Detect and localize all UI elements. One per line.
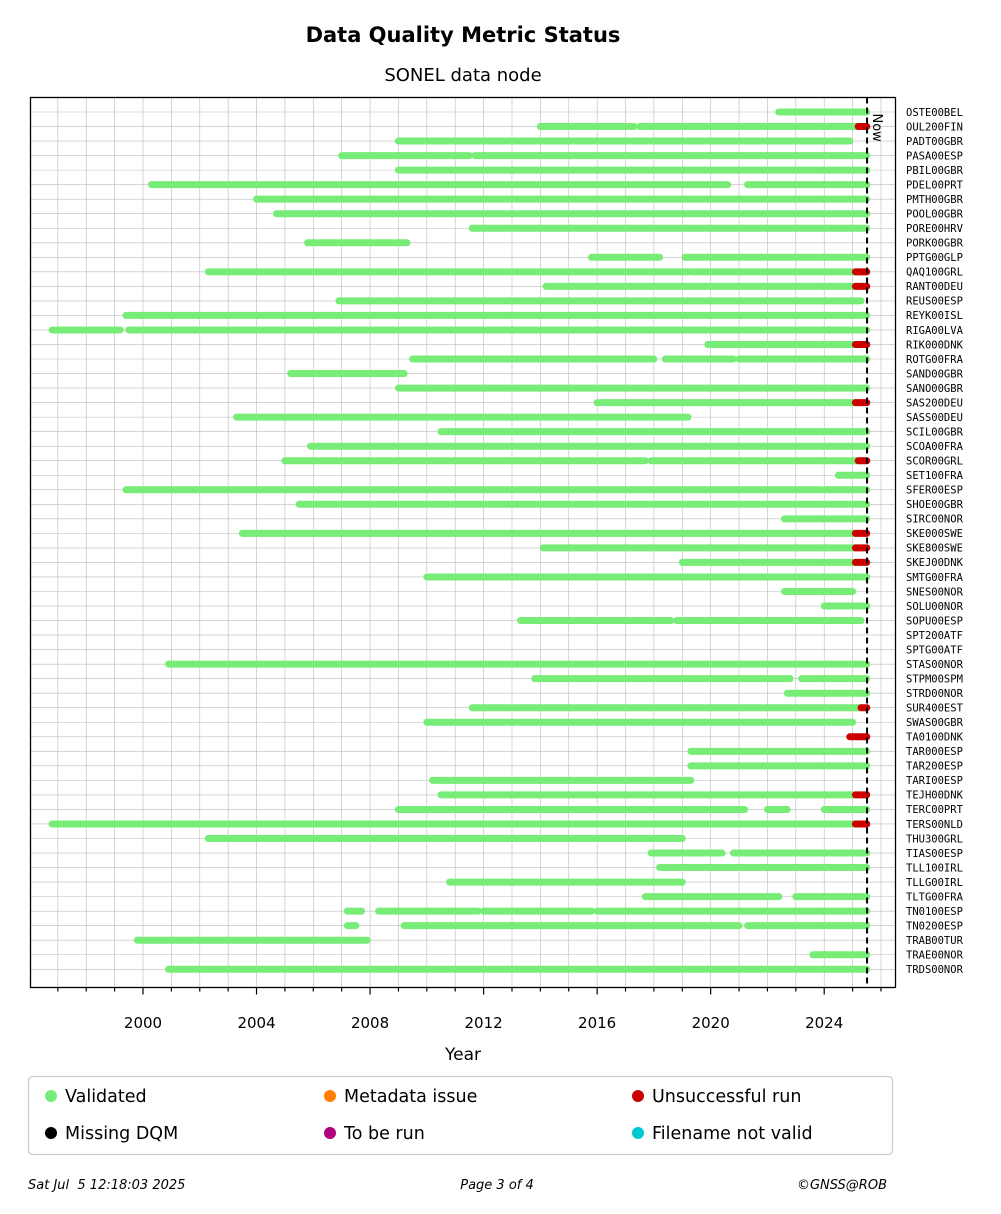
legend-marker-filename: [632, 1127, 644, 1139]
station-label: TEJH00DNK: [906, 790, 964, 802]
station-label: SKE800SWE: [906, 543, 963, 555]
legend-label-toberun: To be run: [343, 1124, 425, 1144]
station-label: TLL100IRL: [906, 862, 963, 874]
station-label: SAND00GBR: [906, 368, 964, 380]
legend-box: [27, 1075, 894, 1156]
x-tick-label: 2000: [124, 1014, 162, 1032]
station-label: QAQ100GRL: [906, 267, 963, 279]
station-label: TERS00NLD: [906, 819, 963, 831]
station-label: PORK00GBR: [906, 238, 964, 250]
station-label: SET100FRA: [906, 470, 964, 482]
x-tick-label: 2012: [465, 1014, 503, 1032]
legend-marker-missing: [45, 1127, 57, 1139]
footer-page: Page 3 of 4: [460, 1178, 534, 1193]
station-label: SMTG00FRA: [906, 572, 964, 584]
station-label: SWAS00GBR: [906, 717, 964, 729]
now-label: Now: [869, 114, 884, 143]
x-tick-label: 2004: [237, 1014, 275, 1032]
station-label: TIAS00ESP: [906, 848, 963, 860]
station-label: SHOE00GBR: [906, 499, 964, 511]
legend-label-metadata: Metadata issue: [344, 1087, 477, 1107]
station-label: SUR400EST: [906, 703, 964, 715]
station-label: REYK00ISL: [906, 310, 963, 322]
station-label: PPTG00GLP: [906, 252, 963, 264]
station-label: PORE00HRV: [906, 223, 964, 235]
station-label: TN0200ESP: [906, 920, 963, 932]
station-label: OSTE00BEL: [906, 107, 963, 119]
station-label: PASA00ESP: [906, 150, 963, 162]
x-tick-label: 2008: [351, 1014, 389, 1032]
station-label: PMTH00GBR: [906, 194, 964, 206]
station-label: SCOR00GRL: [906, 456, 963, 468]
station-label: SOPU00ESP: [906, 615, 963, 627]
station-label: SPTG00ATF: [906, 644, 963, 656]
station-label: RIGA00LVA: [906, 325, 964, 337]
station-label: PBIL00GBR: [906, 165, 964, 177]
station-label: PADT00GBR: [906, 136, 964, 148]
station-label: POOL00GBR: [906, 209, 964, 221]
legend-label-filename: Filename not valid: [652, 1124, 813, 1144]
station-label: PDEL00PRT: [906, 179, 964, 191]
station-label: TRAB00TUR: [906, 935, 964, 947]
station-label: TRDS00NOR: [906, 964, 964, 976]
station-label: SAS200DEU: [906, 397, 963, 409]
station-label: TLLG00IRL: [906, 877, 963, 889]
station-label: SPT200ATF: [906, 630, 963, 642]
chart-title: Data Quality Metric Status: [306, 23, 621, 47]
chart-subtitle: SONEL data node: [384, 65, 541, 86]
legend-marker-toberun: [324, 1127, 336, 1139]
footer-copyright: ©GNSS@ROB: [797, 1178, 887, 1193]
x-tick-label: 2020: [692, 1014, 730, 1032]
station-labels: OSTE00BEL OUL200FIN PADT00GBR PASA00ESP PBIL…: [906, 107, 964, 976]
x-tick-label: 2016: [578, 1014, 616, 1032]
legend: Validated Metadata issue Unsuccessful run M…: [45, 1087, 813, 1144]
legend-marker-metadata: [324, 1090, 336, 1102]
station-label: SNES00NOR: [906, 586, 964, 598]
station-label: RIK000DNK: [906, 339, 964, 351]
footer-timestamp: Sat Jul 5 12:18:03 2025: [28, 1178, 185, 1193]
station-label: SKE000SWE: [906, 528, 963, 540]
station-label: TARI00ESP: [906, 775, 963, 787]
station-label: SASS00DEU: [906, 412, 963, 424]
legend-marker-validated: [45, 1090, 57, 1102]
legend-label-unsuccessful: Unsuccessful run: [652, 1087, 801, 1107]
legend-marker-unsuccessful: [632, 1090, 644, 1102]
station-label: TRAE00NOR: [906, 950, 964, 962]
plot-frame: [29, 96, 897, 989]
station-label: THU300GRL: [906, 833, 963, 845]
x-axis-ticks: 2000 2004 2008 2012 2016 2020 2024: [57, 987, 882, 1032]
station-label: TERC00PRT: [906, 804, 964, 816]
station-label: RANT00DEU: [906, 281, 963, 293]
station-label: TN0100ESP: [906, 906, 963, 918]
station-label: REUS00ESP: [906, 296, 963, 308]
legend-label-missing: Missing DQM: [65, 1124, 178, 1144]
station-label: SOLU00NOR: [906, 601, 964, 613]
station-label: STAS00NOR: [906, 659, 964, 671]
station-label: TAR200ESP: [906, 761, 963, 773]
station-label: SANO00GBR: [906, 383, 964, 395]
station-label: SFER00ESP: [906, 485, 963, 497]
station-label: TA0100DNK: [906, 732, 964, 744]
station-label: SKEJ00DNK: [906, 557, 964, 569]
station-label: STPM00SPM: [906, 673, 963, 685]
station-label: ROTG00FRA: [906, 354, 964, 366]
station-label: OUL200FIN: [906, 121, 963, 133]
x-axis-label: Year: [444, 1045, 481, 1065]
station-label: SCIL00GBR: [906, 426, 964, 438]
station-label: TLTG00FRA: [906, 891, 964, 903]
station-label: SCOA00FRA: [906, 441, 964, 453]
station-label: TAR000ESP: [906, 746, 963, 758]
legend-label-validated: Validated: [65, 1087, 147, 1107]
station-label: STRD00NOR: [906, 688, 964, 700]
timeline-bars: [48, 108, 871, 973]
station-label: SIRC00NOR: [906, 514, 964, 526]
x-tick-label: 2024: [805, 1014, 843, 1032]
